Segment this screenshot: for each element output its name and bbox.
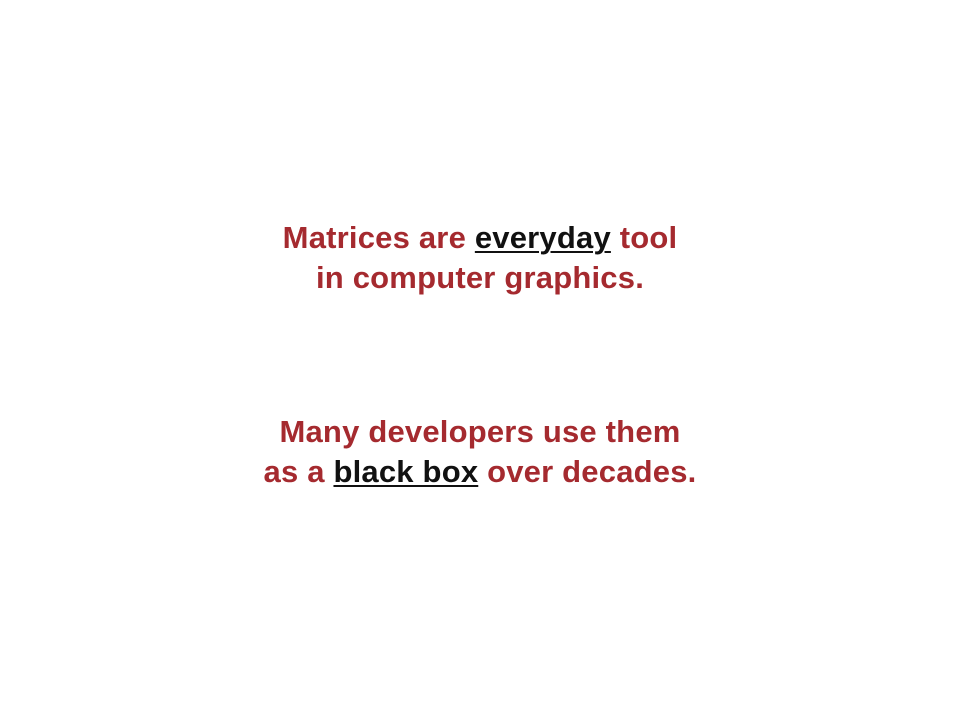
- emphasis-everyday: everyday: [474, 220, 611, 255]
- statement-developers-line-2: as a black box over decades.: [0, 452, 960, 492]
- statement-developers-line-1: Many developers use them: [279, 414, 681, 449]
- emphasis-black-box: black box: [333, 454, 479, 489]
- statement-developers: Many developers use them as a black box …: [0, 412, 960, 492]
- text-as-a: as a: [263, 454, 334, 489]
- statement-matrices-line-1: Matrices are everyday tool: [0, 218, 960, 258]
- text-matrices-are: Matrices are: [282, 220, 475, 255]
- statement-matrices-line-2: in computer graphics.: [315, 260, 645, 295]
- statement-matrices: Matrices are everyday tool in computer g…: [0, 218, 960, 298]
- text-tool: tool: [610, 220, 678, 255]
- text-over-decades: over decades.: [478, 454, 697, 489]
